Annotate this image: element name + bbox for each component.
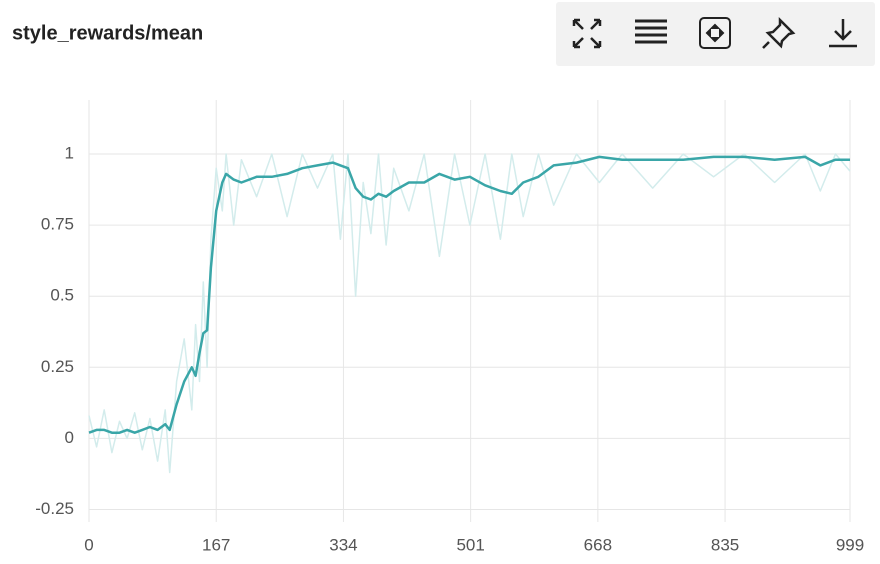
y-tick-label: -0.25 <box>35 499 74 518</box>
download-button[interactable] <box>829 19 857 48</box>
x-tick-label: 167 <box>202 535 230 554</box>
y-tick-label: 0.5 <box>50 286 74 305</box>
pin-button[interactable] <box>762 16 796 49</box>
x-tick-label: 501 <box>456 535 484 554</box>
y-tick-label: 0 <box>65 428 74 447</box>
legend-button[interactable] <box>635 19 667 44</box>
x-tick-label: 835 <box>711 535 739 554</box>
x-tick-label: 334 <box>329 535 357 554</box>
fullscreen-button[interactable] <box>572 18 602 49</box>
chart-title: style_rewards/mean <box>12 22 203 44</box>
x-tick-label: 999 <box>836 535 864 554</box>
data-line <box>88 153 851 474</box>
data-line <box>88 155 850 434</box>
toolbar <box>556 2 875 66</box>
toolbar-background <box>556 2 875 66</box>
zoom-button[interactable] <box>699 17 731 49</box>
y-tick-label: 0.25 <box>41 357 74 376</box>
x-tick-label: 0 <box>84 535 93 554</box>
y-tick-label: 1 <box>65 144 74 163</box>
y-tick-label: 0.75 <box>41 215 74 234</box>
x-tick-label: 668 <box>584 535 612 554</box>
